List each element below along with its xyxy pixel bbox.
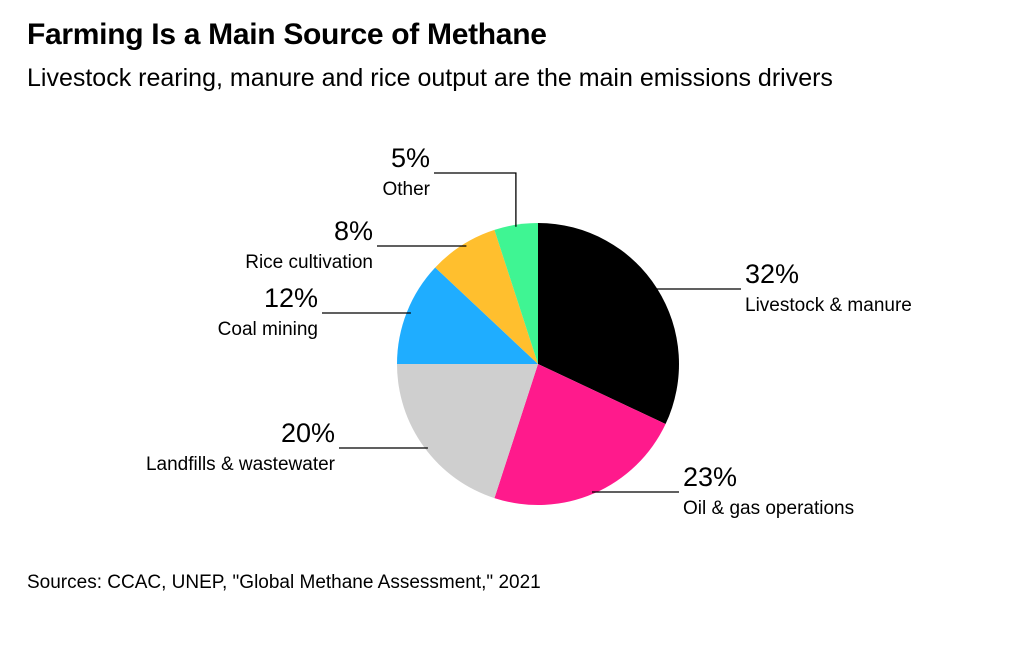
pie-slice-coal-mining: [397, 267, 538, 364]
slice-category-label-other: Other: [382, 179, 430, 200]
slice-category-label-coal-mining: Coal mining: [218, 319, 318, 340]
slice-value-label-livestock-and-manure: 32%: [745, 259, 799, 289]
pie-slice-livestock-and-manure: [538, 223, 679, 425]
slice-value-label-landfills-and-wastewater: 20%: [281, 418, 335, 448]
slice-category-label-oil-and-gas-operations: Oil & gas operations: [683, 498, 854, 519]
slice-value-label-rice-cultivation: 8%: [334, 216, 373, 246]
slice-value-label-oil-and-gas-operations: 23%: [683, 462, 737, 492]
slice-value-label-other: 5%: [391, 143, 430, 173]
source-note: Sources: CCAC, UNEP, "Global Methane Ass…: [27, 572, 541, 593]
pie-slice-landfills-and-wastewater: [397, 364, 538, 499]
slice-category-label-rice-cultivation: Rice cultivation: [245, 252, 373, 273]
pie-annotations: 32% Livestock & manure 23% Oil & gas operat…: [146, 143, 912, 519]
leader-line-other: [434, 172, 517, 227]
slice-value-label-coal-mining: 12%: [264, 283, 318, 313]
slice-category-label-livestock-and-manure: Livestock & manure: [745, 295, 912, 316]
pie-slice-other: [494, 223, 538, 364]
slice-category-label-landfills-and-wastewater: Landfills & wastewater: [146, 454, 336, 475]
chart-title: Farming Is a Main Source of Methane: [27, 18, 547, 51]
chart-subtitle: Livestock rearing, manure and rice outpu…: [27, 64, 833, 92]
pie-slices: [397, 223, 679, 505]
pie-slice-rice-cultivation: [435, 229, 538, 364]
pie-slice-oil-and-gas-operations: [494, 364, 666, 505]
